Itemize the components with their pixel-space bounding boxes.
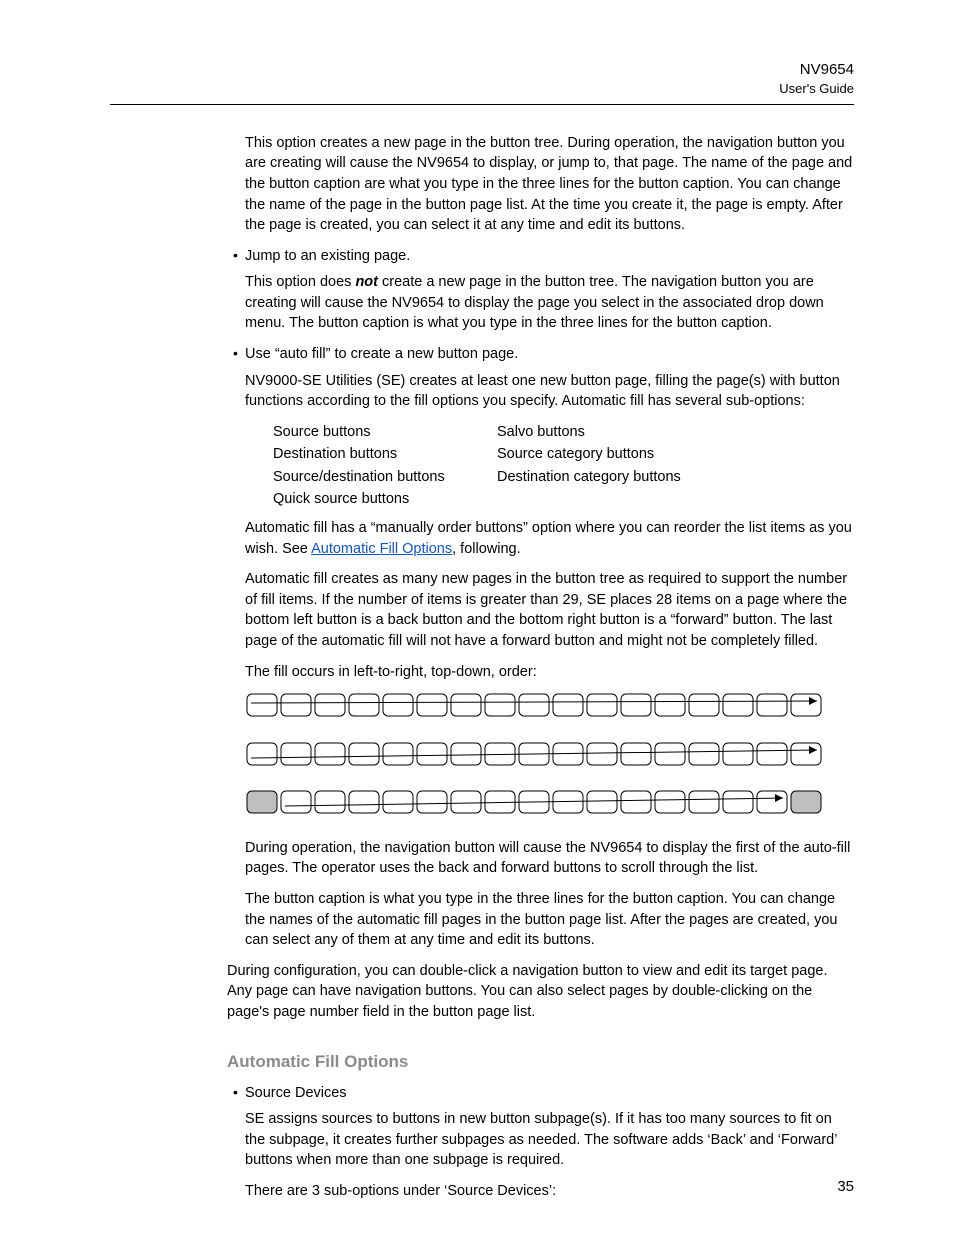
bullet-autofill-text: Use “auto fill” to create a new button p…	[245, 344, 854, 365]
jump-paragraph: This option does not create a new page i…	[245, 272, 854, 334]
bullet-source-devices-text: Source Devices	[245, 1083, 854, 1104]
opt-r2: Source category buttons	[497, 444, 854, 465]
opt-l2: Destination buttons	[273, 444, 483, 465]
source-devices-paragraph2: There are 3 sub-options under ‘Source De…	[245, 1181, 854, 1202]
bullet-autofill: • Use “auto fill” to create a new button…	[233, 344, 854, 365]
opt-l4: Quick source buttons	[273, 489, 483, 510]
jump-not: not	[355, 274, 378, 290]
caption-paragraph: The button caption is what you type in t…	[245, 889, 854, 951]
fillorder-paragraph: The fill occurs in left-to-right, top-do…	[245, 662, 854, 683]
bullet-source-devices: • Source Devices	[233, 1083, 854, 1104]
button-row-3-svg	[245, 789, 845, 819]
manual-post: , following.	[452, 541, 521, 557]
during-paragraph: During operation, the navigation button …	[245, 838, 854, 879]
header-rule	[110, 104, 854, 105]
button-row-1-svg	[245, 692, 845, 722]
content-column: This option creates a new page in the bu…	[245, 133, 854, 1202]
page-header: NV9654 User's Guide	[110, 60, 854, 98]
page-number: 35	[837, 1178, 854, 1195]
page: NV9654 User's Guide This option creates …	[0, 0, 954, 1235]
button-row-3	[245, 789, 845, 826]
opt-l3: Source/destination buttons	[273, 467, 483, 488]
manual-order-paragraph: Automatic fill has a “manually order but…	[245, 518, 854, 559]
jump-pre: This option does	[245, 274, 355, 290]
section-title: Automatic Fill Options	[227, 1050, 854, 1074]
guide-name: User's Guide	[110, 80, 854, 98]
bullet-dot-icon: •	[233, 344, 245, 365]
opt-r4	[497, 489, 854, 510]
product-name: NV9654	[110, 60, 854, 80]
fill-options-table: Source buttons Salvo buttons Destination…	[273, 422, 854, 510]
automatic-fill-options-link[interactable]: Automatic Fill Options	[311, 541, 452, 557]
button-row-1	[245, 692, 845, 729]
pages-paragraph: Automatic fill creates as many new pages…	[245, 569, 854, 651]
button-row-2	[245, 741, 845, 778]
autofill-paragraph: NV9000-SE Utilities (SE) creates at leas…	[245, 371, 854, 412]
opt-r3: Destination category buttons	[497, 467, 854, 488]
button-order-figure	[245, 692, 845, 826]
intro-paragraph: This option creates a new page in the bu…	[245, 133, 854, 236]
button-row-2-svg	[245, 741, 845, 771]
bullet-dot-icon: •	[233, 246, 245, 267]
bullet-dot-icon: •	[233, 1083, 245, 1104]
bullet-jump-text: Jump to an existing page.	[245, 246, 854, 267]
source-devices-paragraph: SE assigns sources to buttons in new but…	[245, 1109, 854, 1171]
config-paragraph: During configuration, you can double-cli…	[227, 961, 854, 1023]
opt-l1: Source buttons	[273, 422, 483, 443]
bullet-jump: • Jump to an existing page.	[233, 246, 854, 267]
opt-r1: Salvo buttons	[497, 422, 854, 443]
